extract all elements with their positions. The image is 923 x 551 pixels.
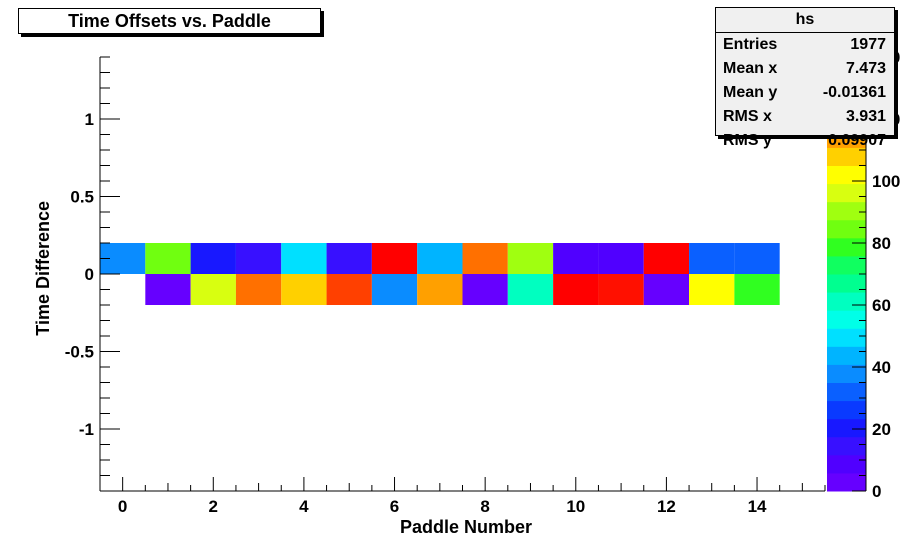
- heatmap-cell: [371, 274, 418, 305]
- heatmap-cell: [371, 243, 418, 274]
- colorbar-segment: [827, 328, 866, 347]
- colorbar-segment: [827, 165, 866, 185]
- y-tick-label: 1: [85, 110, 94, 129]
- heatmap-cell: [326, 274, 372, 305]
- heatmap-cell: [417, 274, 463, 305]
- x-tick-label: 6: [390, 497, 399, 516]
- colorbar-segment: [827, 400, 866, 420]
- stats-value: 1977: [850, 36, 886, 53]
- heatmap-cell: [281, 243, 327, 274]
- heatmap-cell: [235, 274, 282, 305]
- y-tick-label: 0: [85, 265, 94, 284]
- stats-row-mean-y: Mean y -0.01361: [716, 81, 894, 105]
- stats-label: RMS y: [723, 132, 772, 149]
- colorbar-segment: [827, 382, 866, 402]
- x-tick-label: 8: [480, 497, 489, 516]
- stats-box: hs Entries 1977 Mean x 7.473 Mean y -0.0…: [715, 7, 895, 149]
- stats-name: hs: [716, 8, 894, 33]
- colorbar-tick-label: 80: [872, 234, 891, 253]
- colorbar-segment: [827, 237, 866, 257]
- x-axis-title: Paddle Number: [400, 517, 532, 537]
- x-tick-label: 2: [209, 497, 218, 516]
- stats-value: 7.473: [845, 60, 886, 77]
- x-tick-label: 12: [657, 497, 676, 516]
- colorbar-tick-label: 20: [872, 420, 891, 439]
- colorbar-segment: [827, 201, 866, 221]
- stats-label: Mean x: [723, 60, 778, 77]
- colorbar-tick-label: 0: [872, 482, 881, 501]
- heatmap-cell: [734, 243, 780, 274]
- heatmap-cell: [643, 243, 690, 274]
- colorbar-segment: [827, 436, 866, 456]
- heatmap-cell: [462, 274, 508, 305]
- x-tick-label: 14: [748, 497, 767, 516]
- y-tick-label: 0.5: [70, 188, 94, 207]
- stats-value: 3.931: [845, 108, 886, 125]
- heatmap-cell: [507, 243, 554, 274]
- x-tick-label: 0: [118, 497, 127, 516]
- heatmap-cell: [145, 274, 191, 305]
- heatmap-cell: [190, 243, 236, 274]
- colorbar-segment: [827, 418, 866, 438]
- stats-row-rms-x: RMS x 3.931: [716, 105, 894, 129]
- heatmap-cell: [326, 243, 372, 274]
- x-tick-label: 10: [566, 497, 585, 516]
- colorbar-segment: [827, 274, 866, 293]
- stats-label: RMS x: [723, 108, 772, 125]
- stats-row-mean-x: Mean x 7.473: [716, 57, 894, 81]
- y-tick-label: -0.5: [65, 343, 94, 362]
- heatmap-cell: [507, 274, 554, 305]
- colorbar-segment: [827, 454, 866, 474]
- stats-value: 0.09907: [828, 132, 886, 149]
- colorbar-segment: [827, 472, 866, 492]
- heatmap-cell: [145, 243, 191, 274]
- heatmap-cell: [235, 243, 282, 274]
- heatmap-cell: [689, 243, 735, 274]
- colorbar-segment: [827, 255, 866, 275]
- colorbar-segment: [827, 346, 866, 365]
- heatmap-cell: [281, 274, 327, 305]
- colorbar-segment: [827, 219, 866, 239]
- chart-title: Time Offsets vs. Paddle: [18, 8, 321, 34]
- heatmap-cell: [553, 274, 599, 305]
- colorbar-segment: [827, 183, 866, 203]
- stats-label: Mean y: [723, 84, 778, 101]
- x-tick-label: 4: [299, 497, 309, 516]
- colorbar-segment: [827, 292, 866, 311]
- colorbar-tick-label: 100: [872, 172, 900, 191]
- stats-value: -0.01361: [822, 84, 886, 101]
- colorbar-segment: [827, 310, 866, 329]
- y-tick-label: -1: [79, 420, 94, 439]
- stats-label: Entries: [723, 36, 778, 53]
- heatmap-cell: [553, 243, 599, 274]
- colorbar-tick-label: 40: [872, 358, 891, 377]
- heatmap-cell: [734, 274, 780, 305]
- colorbar-segment: [827, 364, 866, 383]
- heatmap-cell: [190, 274, 236, 305]
- heatmap-cell: [598, 274, 644, 305]
- heatmap-cell: [689, 274, 735, 305]
- heatmap-cell: [417, 243, 463, 274]
- colorbar-tick-label: 60: [872, 296, 891, 315]
- heatmap-cell: [598, 243, 644, 274]
- stats-row-entries: Entries 1977: [716, 33, 894, 57]
- stats-row-rms-y: RMS y 0.09907: [716, 129, 894, 153]
- colorbar-segment: [827, 147, 866, 166]
- y-axis-title: Time Difference: [33, 201, 53, 336]
- heatmap-cell: [643, 274, 690, 305]
- heatmap-cell: [462, 243, 508, 274]
